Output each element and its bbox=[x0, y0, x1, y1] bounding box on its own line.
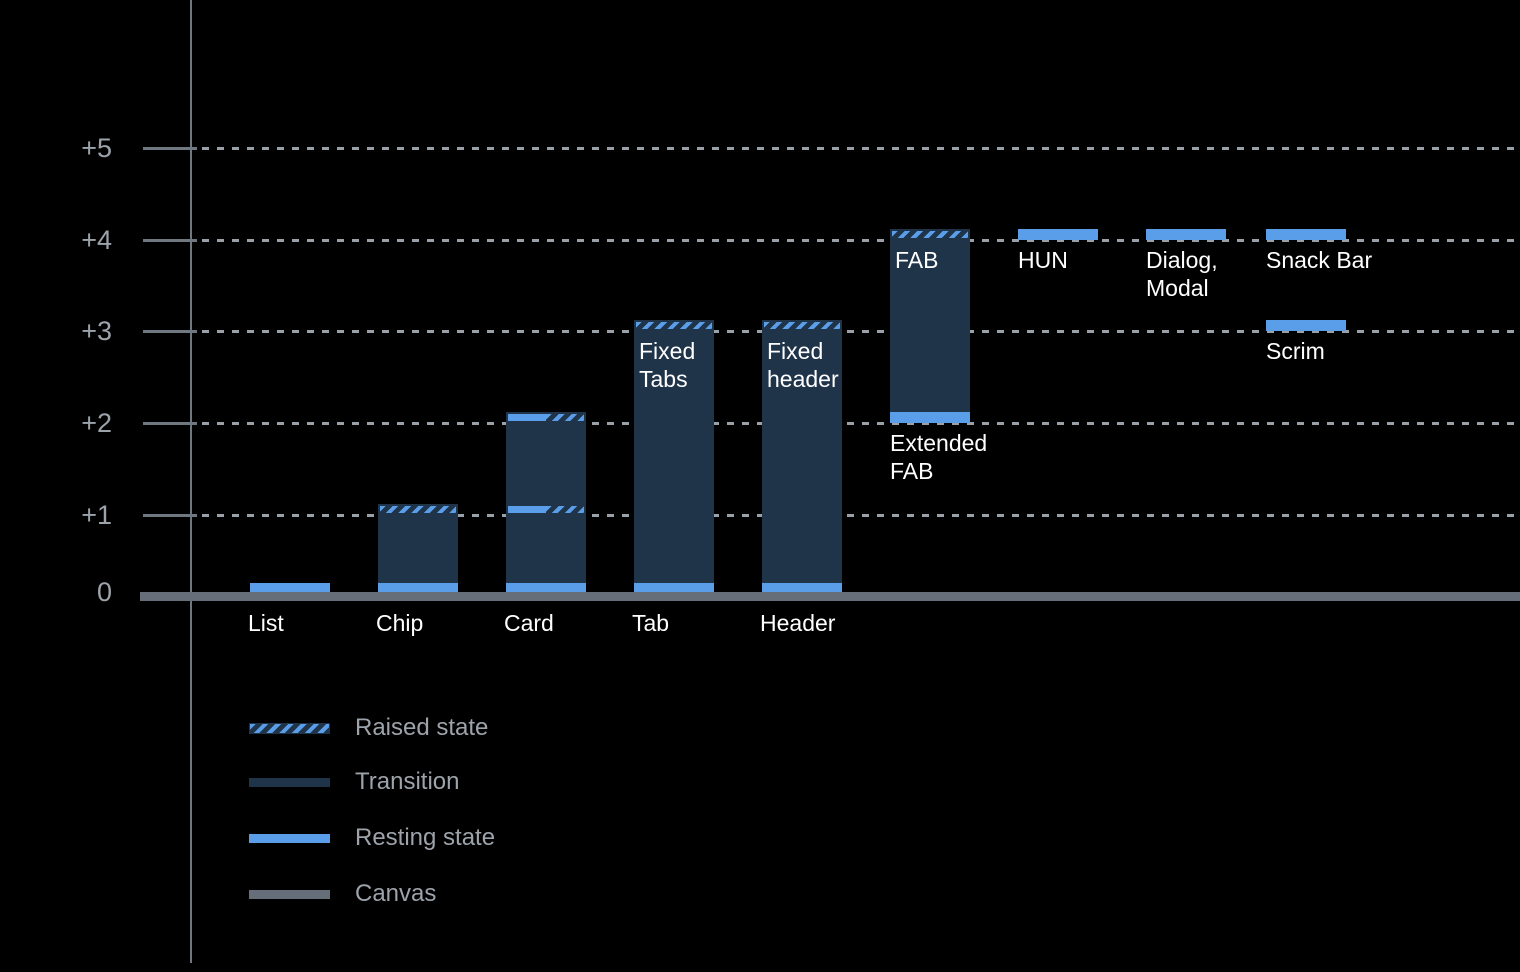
list-resting-band bbox=[250, 582, 330, 592]
header-transition-band bbox=[762, 331, 842, 592]
y-tick-label: +3 bbox=[81, 316, 112, 346]
legend-item-resting: Resting state bbox=[249, 823, 495, 853]
card-resting-half bbox=[508, 505, 546, 513]
fab-resting-band bbox=[890, 411, 970, 423]
dialog-modal-resting-band bbox=[1146, 228, 1226, 240]
chip-transition-band bbox=[378, 515, 458, 592]
legend-label-transition: Transition bbox=[355, 768, 460, 795]
dialog-modal-label: Dialog, Modal bbox=[1146, 247, 1218, 301]
scrim-label: Scrim bbox=[1266, 338, 1325, 364]
gridline-dotted bbox=[202, 422, 1520, 425]
y-axis-tick bbox=[143, 147, 197, 150]
tab-resting-band bbox=[634, 582, 714, 592]
fab-raised-band bbox=[890, 228, 970, 240]
snack-bar-resting-band bbox=[1266, 228, 1346, 240]
scrim-resting-band bbox=[1266, 320, 1346, 331]
fab-transition-band bbox=[890, 240, 970, 423]
y-axis-line bbox=[190, 0, 192, 963]
gridline-dotted bbox=[202, 330, 1520, 333]
card-split-band bbox=[506, 411, 586, 423]
header-inner-label: Fixed header bbox=[767, 338, 839, 392]
y-axis-tick bbox=[143, 239, 197, 242]
chip-raised-band bbox=[378, 503, 458, 515]
tab-inner-label: Fixed Tabs bbox=[639, 338, 696, 392]
list-category-label: List bbox=[248, 610, 284, 636]
card-resting-half bbox=[508, 413, 546, 421]
y-tick-label: +4 bbox=[81, 225, 112, 255]
legend-label-resting: Resting state bbox=[355, 824, 496, 851]
gridline-dotted bbox=[202, 514, 1520, 517]
legend-label-canvas: Canvas bbox=[355, 880, 437, 907]
y-tick-label: +1 bbox=[81, 500, 112, 530]
chip-resting-band bbox=[378, 582, 458, 592]
legend-label-raised: Raised state bbox=[355, 714, 489, 741]
header-raised-band bbox=[762, 320, 842, 331]
raised-swatch bbox=[249, 722, 330, 734]
fab-label: Extended FAB bbox=[890, 430, 988, 484]
tab-category-label: Tab bbox=[632, 610, 670, 636]
legend-item-transition: Transition bbox=[249, 767, 459, 797]
y-axis-tick bbox=[143, 514, 197, 517]
tab-transition-band bbox=[634, 331, 714, 592]
legend-item-canvas: Canvas bbox=[249, 879, 436, 909]
tab-raised-band bbox=[634, 320, 714, 331]
legend-item-raised: Raised state bbox=[249, 713, 488, 743]
hun-label: HUN bbox=[1018, 247, 1068, 273]
card-category-label: Card bbox=[504, 610, 554, 636]
y-axis-tick bbox=[143, 422, 197, 425]
y-axis-tick bbox=[143, 330, 197, 333]
hun-resting-band bbox=[1018, 228, 1098, 240]
canvas-swatch bbox=[249, 889, 330, 899]
chip-category-label: Chip bbox=[376, 610, 424, 636]
resting-swatch bbox=[249, 833, 330, 843]
y-tick-label: +5 bbox=[81, 133, 112, 163]
gridline-dotted bbox=[202, 239, 1520, 242]
fab-inner-label: FAB bbox=[895, 247, 939, 273]
y-tick-label: 0 bbox=[96, 577, 112, 607]
header-category-label: Header bbox=[760, 610, 836, 636]
canvas-baseline bbox=[140, 592, 1520, 601]
card-resting-band bbox=[506, 582, 586, 592]
header-resting-band bbox=[762, 582, 842, 592]
snack-bar-label: Snack Bar bbox=[1266, 247, 1373, 273]
gridline-dotted bbox=[202, 147, 1520, 150]
transition-swatch bbox=[249, 777, 330, 787]
y-tick-label: +2 bbox=[81, 408, 112, 438]
card-split-band bbox=[506, 503, 586, 515]
